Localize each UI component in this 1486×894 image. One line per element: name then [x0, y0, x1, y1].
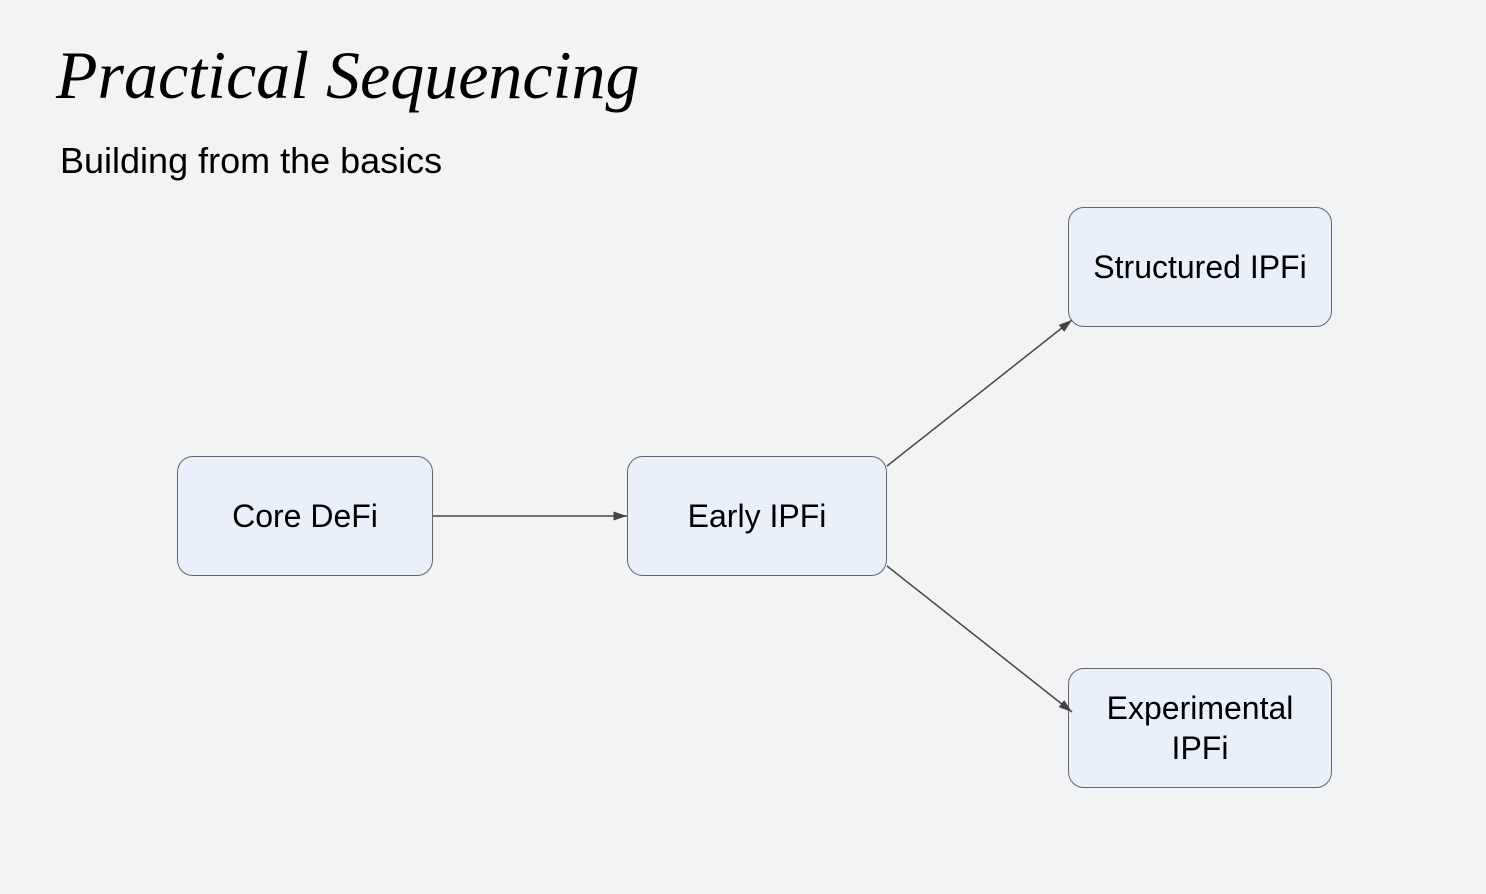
page-title: Practical Sequencing	[56, 36, 639, 115]
edge-early-to-structured	[887, 320, 1072, 466]
edge-early-to-experimental	[887, 566, 1072, 712]
node-structured-ipfi: Structured IPFi	[1068, 207, 1332, 327]
node-experimental-ipfi: Experimental IPFi	[1068, 668, 1332, 788]
node-label: Experimental IPFi	[1077, 688, 1323, 768]
node-core-defi: Core DeFi	[177, 456, 433, 576]
node-early-ipfi: Early IPFi	[627, 456, 887, 576]
node-label: Early IPFi	[688, 496, 827, 536]
node-label: Core DeFi	[232, 496, 378, 536]
node-label: Structured IPFi	[1093, 247, 1306, 287]
page-subtitle: Building from the basics	[60, 140, 442, 182]
